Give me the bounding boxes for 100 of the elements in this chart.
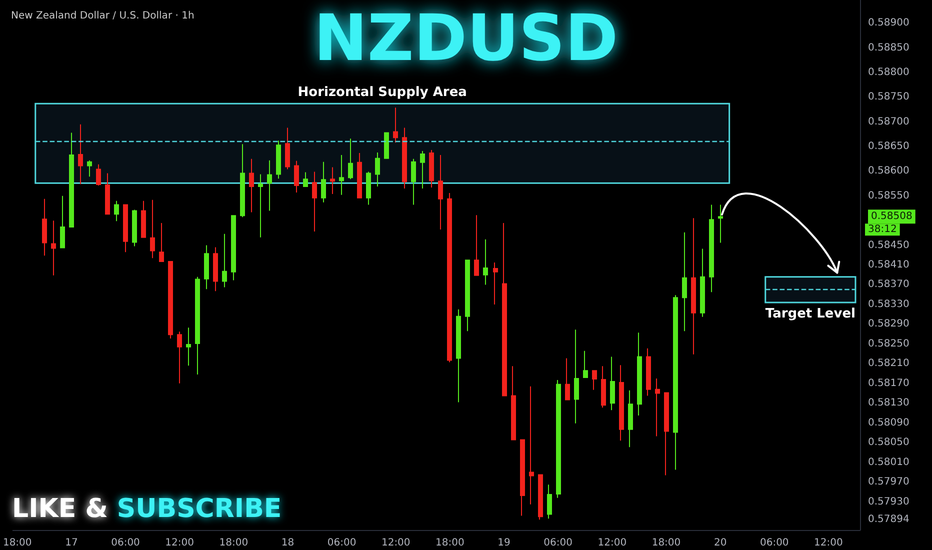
x-tick-label: 06:00 <box>111 538 140 548</box>
candlestick <box>411 158 416 206</box>
candlestick <box>592 370 597 390</box>
y-tick-label: 0.58210 <box>868 358 910 370</box>
candlestick <box>655 378 660 437</box>
candlestick <box>330 166 335 194</box>
y-tick-label: 0.57930 <box>868 496 910 508</box>
candlestick <box>682 232 687 332</box>
candlestick <box>51 220 56 276</box>
candlestick <box>231 214 236 281</box>
y-tick-label: 0.58010 <box>868 456 910 468</box>
y-tick-label: 0.58550 <box>868 190 910 202</box>
candlestick <box>132 209 137 247</box>
candlestick <box>96 164 101 186</box>
x-tick-label: 12:00 <box>598 538 627 548</box>
candlestick <box>213 246 218 292</box>
candlestick <box>556 379 561 498</box>
candlestick <box>483 238 488 286</box>
candlestick <box>285 127 290 170</box>
candlestick <box>186 327 191 366</box>
candlestick <box>321 161 326 203</box>
y-tick-label: 0.58450 <box>868 240 910 251</box>
candlestick <box>348 138 353 180</box>
candlestick <box>294 160 299 193</box>
y-tick-label: 0.58850 <box>868 42 910 54</box>
candlestick <box>312 171 317 232</box>
x-tick-label: 12:00 <box>381 538 410 548</box>
candlestick <box>619 364 624 442</box>
y-tick-label: 0.58750 <box>868 92 910 103</box>
candlestick <box>429 150 434 188</box>
candlestick <box>42 198 47 256</box>
y-tick-label: 0.58900 <box>868 18 910 29</box>
candlestick <box>240 144 245 218</box>
candlestick <box>447 192 452 363</box>
candlestick <box>114 200 119 222</box>
candlestick <box>420 150 425 190</box>
candlestick <box>168 261 173 340</box>
candlestick <box>438 154 443 230</box>
candlestick <box>60 195 65 248</box>
candlestick <box>673 294 678 470</box>
candlestick <box>258 174 263 238</box>
chart-title: NZDUSD <box>314 2 618 76</box>
y-tick-label: 0.58508 <box>871 211 912 222</box>
candlestick <box>538 474 543 520</box>
annotation: LIKE & SUBSCRIBE <box>12 494 282 524</box>
candlestick <box>709 204 714 293</box>
candlestick <box>565 358 570 400</box>
candlestick <box>393 107 398 144</box>
candlestick <box>222 233 227 288</box>
candlestick <box>583 350 588 378</box>
y-tick-label: 0.58700 <box>868 116 910 128</box>
x-tick-label: 17 <box>65 538 78 548</box>
candlestick <box>375 152 380 188</box>
y-tick-label: 0.58090 <box>868 417 910 428</box>
x-tick-label: 18 <box>281 538 294 548</box>
candlestick <box>267 160 272 212</box>
band-label: Target Level <box>765 306 856 322</box>
candlestick <box>493 262 498 305</box>
candlestick <box>105 172 110 215</box>
candlestick <box>276 140 281 180</box>
candlestick <box>529 386 534 505</box>
y-tick-label: 0.58410 <box>868 260 910 270</box>
x-tick-label: 18:00 <box>2 538 32 548</box>
candlestick <box>69 132 74 228</box>
candlestick <box>366 171 371 206</box>
y-tick-label: 0.58130 <box>868 398 910 409</box>
x-tick-label: 06:00 <box>760 538 789 548</box>
candlestick <box>547 484 552 520</box>
candlestick <box>195 276 200 376</box>
candlestick <box>339 154 344 196</box>
candlestick <box>123 204 128 253</box>
y-tick-label: 0.58370 <box>868 279 910 290</box>
candlestick <box>511 366 516 440</box>
candlestick <box>303 172 308 188</box>
candlestick <box>664 392 669 476</box>
candlestick <box>700 248 705 318</box>
candlestick <box>574 329 579 424</box>
y-tick-label: 0.58800 <box>868 67 910 78</box>
candlestick <box>520 439 525 516</box>
x-tick-label: 18:00 <box>652 538 681 548</box>
candlestick <box>691 218 696 355</box>
candlestick <box>384 132 389 160</box>
candlestick <box>402 127 407 190</box>
x-tick-label: 18:00 <box>436 538 464 548</box>
y-tick-label: 0.57894 <box>868 514 910 526</box>
x-tick-label: 12:00 <box>165 538 194 548</box>
candlestick <box>78 124 83 185</box>
y-tick-label: 0.58050 <box>868 437 910 448</box>
candlestick <box>150 199 155 259</box>
x-tick-label: 12:00 <box>814 538 843 548</box>
y-tick-label: 0.57970 <box>868 476 910 488</box>
y-tick-label: 0.58170 <box>868 378 910 389</box>
candlestick <box>610 356 615 411</box>
x-tick-label: 19 <box>498 538 510 548</box>
candlestick <box>628 390 633 448</box>
x-tick-label: 18:00 <box>219 538 248 548</box>
candlestick <box>601 366 606 408</box>
candlestick <box>646 348 651 396</box>
candlestick <box>204 244 209 290</box>
x-tick-label: 06:00 <box>544 538 573 548</box>
